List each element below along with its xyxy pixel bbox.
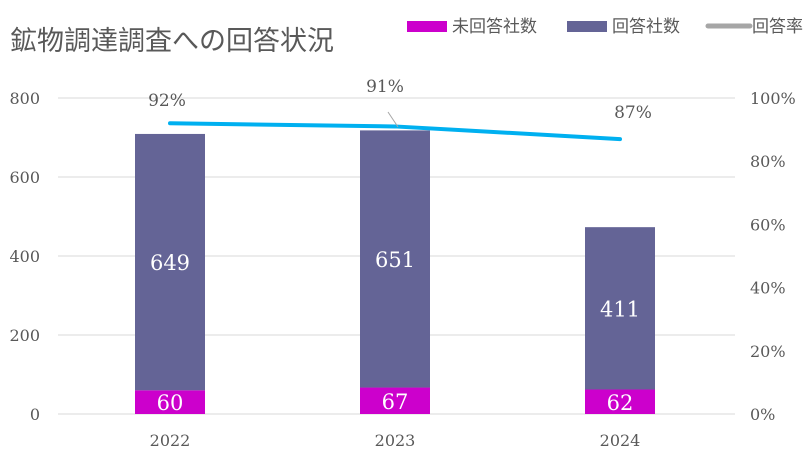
y2-tick-label: 0% [750,405,775,424]
leader-line [387,111,399,128]
legend-label: 回答社数 [612,17,680,37]
y2-tick-label: 20% [750,342,786,361]
x-tick-label: 2022 [150,431,191,450]
x-tick-label: 2023 [375,431,416,450]
bar-data-label: 67 [382,390,409,414]
line-data-label: 92% [148,91,186,111]
y2-tick-label: 80% [750,152,786,171]
bar-unanswered [135,390,205,414]
legend-swatch [567,21,607,32]
legend-label: 未回答社数 [452,17,537,37]
y-tick-label: 600 [9,168,40,187]
bar-answered [360,130,430,388]
bar-data-label: 649 [150,251,190,275]
y-tick-label: 200 [9,326,40,345]
bar-data-label: 62 [607,391,634,415]
y2-tick-label: 100% [750,89,796,108]
line-data-label: 91% [366,77,404,97]
y2-tick-label: 60% [750,215,786,234]
y-tick-label: 800 [9,89,40,108]
legend-label: 回答率 [752,17,803,37]
bar-answered [135,133,205,391]
bar-answered [585,227,655,390]
bar-data-label: 651 [375,248,415,272]
bar-data-label: 60 [157,391,184,415]
bar-unanswered [360,387,430,414]
line-data-label: 87% [614,103,652,123]
legend-swatch [407,21,447,32]
y2-tick-label: 40% [750,279,786,298]
x-tick-label: 2024 [600,431,641,450]
y-tick-label: 0 [30,405,40,424]
y-tick-label: 400 [9,247,40,266]
bar-unanswered [585,389,655,414]
bar-data-label: 411 [600,297,640,321]
chart-title: 鉱物調達調査への回答状況 [10,26,334,57]
